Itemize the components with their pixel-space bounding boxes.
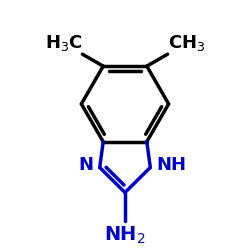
- Text: NH$_2$: NH$_2$: [104, 225, 146, 246]
- Text: N: N: [79, 156, 94, 174]
- Text: NH: NH: [156, 156, 186, 174]
- Text: CH$_3$: CH$_3$: [168, 33, 205, 53]
- Text: H$_3$C: H$_3$C: [44, 33, 82, 53]
